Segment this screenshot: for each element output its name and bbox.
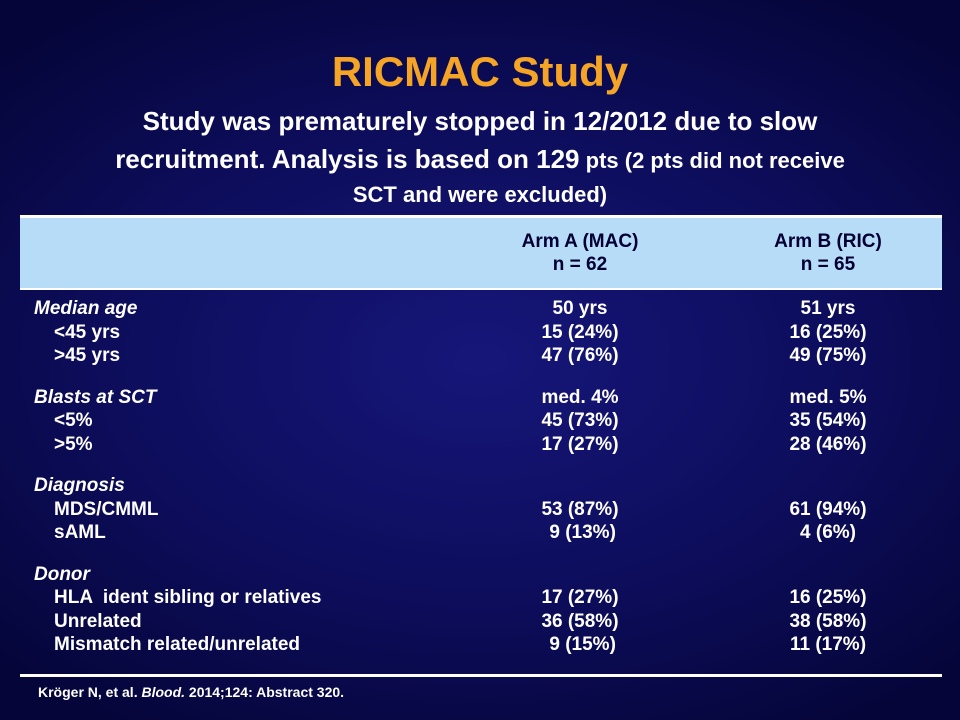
arm-a-value: 9 (15%) [544, 634, 616, 655]
table-row: Donor [0, 563, 960, 587]
arm-a-n: n = 62 [552, 254, 608, 275]
table-row: sAML 9 (13%) 4 (6%) [0, 521, 960, 545]
arm-b-value: 38 (58%) [789, 610, 867, 632]
table-bottom-rule [20, 674, 942, 677]
arm-a-value: med. 4% [541, 386, 619, 408]
citation: Kröger N, et al. Blood. 2014;124: Abstra… [38, 683, 344, 701]
citation-journal: Blood. [141, 684, 186, 700]
table-header-band [20, 218, 942, 288]
section-heading: Diagnosis [34, 475, 125, 496]
table-row: MDS/CMML 53 (87%) 61 (94%) [0, 498, 960, 522]
section-heading: Donor [34, 563, 90, 585]
arm-a-value: 15 (24%) [541, 321, 619, 343]
subtitle-line-3: SCT and were excluded) [352, 182, 608, 207]
arm-b-name: Arm B (RIC) [774, 231, 882, 252]
table-row: Median age 50 yrs 51 yrs [0, 297, 960, 321]
table-row: Blasts at SCT med. 4% med. 5% [0, 386, 960, 410]
table-row: <45 yrs 15 (24%) 16 (25%) [0, 321, 960, 345]
subtitle-line-2-small: pts (2 pts did not receive [579, 148, 845, 173]
row-label: <5% [54, 410, 93, 431]
arm-a-value: 47 (76%) [541, 345, 619, 366]
arm-a-value: 36 (58%) [541, 610, 619, 632]
table-row: HLA ident sibling or relatives 17 (27%) 16… [0, 586, 960, 610]
arm-a-name: Arm A (MAC) [521, 231, 639, 252]
table-body: Median age 50 yrs 51 yrs <45 yrs 15 (24%) 16 … [0, 297, 960, 657]
arm-b-value: 28 (46%) [789, 433, 867, 455]
table-row: >5% 17 (27%) 28 (46%) [0, 433, 960, 457]
arm-b-value: 35 (54%) [789, 410, 867, 431]
row-label: Unrelated [54, 610, 142, 632]
table-row: Unrelated 36 (58%) 38 (58%) [0, 610, 960, 634]
arm-b-value: 16 (25%) [789, 587, 867, 608]
section-heading: Median age [34, 298, 138, 319]
arm-b-value: 61 (94%) [789, 498, 867, 520]
row-label: Mismatch related/unrelated [54, 634, 301, 655]
table-top-rule [20, 215, 942, 218]
subtitle-line-2: recruitment. Analysis is based on 129 [115, 144, 580, 174]
arm-a-value: 45 (73%) [541, 410, 619, 431]
arm-b-value: med. 5% [789, 386, 867, 408]
arm-b-value: 16 (25%) [789, 321, 867, 343]
arm-b-value: 51 yrs [800, 298, 856, 319]
arm-a-value: 53 (87%) [541, 498, 619, 520]
slide-title: RICMAC Study [331, 48, 629, 95]
arm-a-value: 17 (27%) [541, 587, 619, 608]
row-label: sAML [54, 522, 106, 543]
slide-subtitle: Study was prematurely stopped in 12/2012… [20, 102, 940, 210]
row-label: HLA ident sibling or relatives [54, 587, 322, 608]
table-row: Diagnosis [0, 474, 960, 498]
citation-authors: Kröger N, et al. [38, 684, 142, 700]
arm-a-value: 50 yrs [552, 298, 608, 319]
section-heading: Blasts at SCT [34, 386, 157, 408]
column-header-arm-b: Arm B (RIC) n = 65 [698, 230, 958, 276]
row-label: >5% [54, 433, 93, 455]
citation-details: 2014;124: Abstract 320. [185, 684, 345, 700]
section-gap [0, 368, 960, 386]
section-gap [0, 456, 960, 474]
arm-b-value: 4 (6%) [800, 522, 856, 543]
arm-a-value: 17 (27%) [541, 433, 619, 455]
row-label: >45 yrs [54, 345, 121, 366]
section-gap [0, 545, 960, 563]
row-label: <45 yrs [54, 321, 121, 343]
table-row: Mismatch related/unrelated 9 (15%) 11 (17… [0, 633, 960, 657]
table-row: <5% 45 (73%) 35 (54%) [0, 409, 960, 433]
table-row: >45 yrs 47 (76%) 49 (75%) [0, 344, 960, 368]
column-header-arm-a: Arm A (MAC) n = 62 [450, 230, 710, 276]
table-header-rule [20, 288, 942, 290]
subtitle-line-1: Study was prematurely stopped in 12/2012… [142, 106, 818, 136]
row-label: MDS/CMML [54, 498, 159, 520]
arm-b-value: 49 (75%) [789, 345, 867, 366]
arm-b-n: n = 65 [800, 254, 856, 275]
arm-a-value: 9 (13%) [544, 522, 616, 543]
arm-b-value: 11 (17%) [789, 634, 867, 655]
